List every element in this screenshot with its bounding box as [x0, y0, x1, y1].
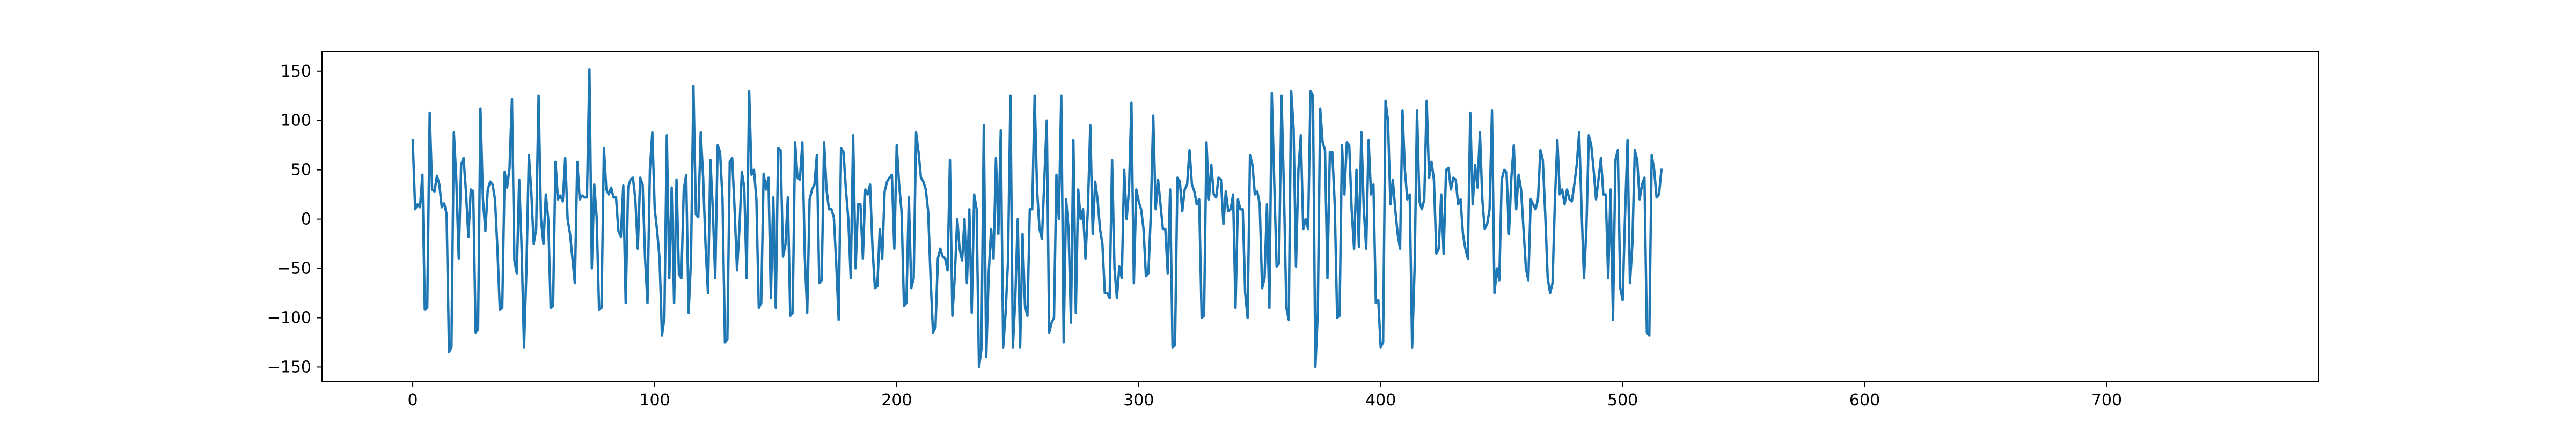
x-tick-label: 300 — [1123, 391, 1154, 410]
y-tick-label: 150 — [281, 62, 311, 81]
y-tick-label: 50 — [291, 161, 311, 180]
x-tick-label: 0 — [408, 391, 418, 410]
y-tick-label: 0 — [301, 210, 311, 229]
y-tick-label: −100 — [267, 308, 311, 327]
x-tick-label: 200 — [881, 391, 912, 410]
y-tick-label: −50 — [277, 260, 311, 278]
y-tick-label: 100 — [281, 112, 311, 130]
x-tick-label: 700 — [2091, 391, 2122, 410]
x-axis: 0 100 200 300 400 500 600 700 — [408, 382, 2122, 410]
x-tick-label: 100 — [639, 391, 670, 410]
axes-frame — [321, 51, 2319, 382]
y-tick-label: −150 — [267, 358, 311, 376]
series-line-0 — [411, 68, 1663, 368]
x-tick-label: 600 — [1849, 391, 1880, 410]
x-tick-label: 500 — [1607, 391, 1638, 410]
plot-area — [411, 68, 1663, 368]
x-tick-label: 400 — [1365, 391, 1396, 410]
y-axis: −150 −100 −50 0 50 100 150 — [267, 62, 322, 376]
